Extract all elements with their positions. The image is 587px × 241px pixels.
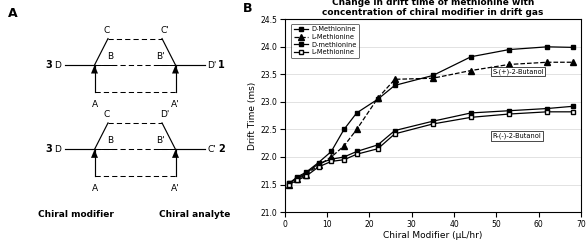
L-Methionine [569,110,576,113]
X-axis label: Chiral Modifier (μL/hr): Chiral Modifier (μL/hr) [383,232,483,241]
D-methionine [392,129,399,132]
L-Methionine [544,61,551,64]
Text: Chiral modifier: Chiral modifier [38,210,113,219]
D-methionine [430,120,437,123]
Text: C: C [103,26,110,35]
D-Methionine [544,45,551,48]
Text: B: B [107,136,113,145]
D-Methionine [430,74,437,77]
Text: C: C [103,110,110,119]
D-Methionine [505,48,512,51]
D-Methionine [294,175,301,178]
Line: D-Methionine: D-Methionine [287,45,575,186]
L-Methionine [285,183,292,186]
Text: D': D' [207,60,217,70]
Line: L-Methionine: L-Methionine [286,60,575,187]
Text: B: B [243,2,252,15]
Text: R-(-)-2-Butanol: R-(-)-2-Butanol [492,133,541,139]
Text: 1: 1 [218,60,225,70]
Text: A: A [92,184,97,193]
D-Methionine [569,46,576,49]
D-Methionine [353,112,360,114]
Text: A: A [92,100,97,109]
Text: D: D [55,145,62,154]
Text: A': A' [171,100,180,109]
Text: B': B' [157,136,165,145]
L-Methionine [328,155,335,158]
L-Methionine [328,160,335,163]
L-Methionine [285,183,292,186]
D-methionine [505,109,512,112]
L-Methionine [294,179,301,181]
Text: B': B' [157,52,165,61]
D-Methionine [392,84,399,87]
D-methionine [315,162,322,165]
L-Methionine [375,97,382,100]
D-Methionine [285,182,292,185]
Polygon shape [91,149,98,158]
D-Methionine [328,150,335,153]
Line: L-Methionine: L-Methionine [287,110,575,187]
D-Methionine [315,161,322,164]
L-Methionine [340,145,348,147]
L-Methionine [302,175,309,178]
D-methionine [353,150,360,153]
L-Methionine [294,178,301,181]
D-methionine [294,176,301,179]
L-Methionine [353,128,360,131]
L-Methionine [392,132,399,135]
D-methionine [340,155,348,158]
D-methionine [328,158,335,161]
L-Methionine [505,63,512,66]
D-methionine [375,143,382,146]
D-methionine [569,105,576,108]
D-methionine [467,112,474,114]
D-Methionine [302,171,309,174]
Legend: D-Methionine, L-Methionine, D-methionine, L-Methionine: D-Methionine, L-Methionine, D-methionine… [291,24,359,58]
Polygon shape [91,65,98,74]
Text: Chiral analyte: Chiral analyte [158,210,230,219]
L-Methionine [430,77,437,80]
Text: C': C' [160,26,169,35]
Y-axis label: Drift Time (ms): Drift Time (ms) [248,81,258,150]
Polygon shape [172,65,179,74]
Title: Change in drift time of methionine with
concentration of chiral modifier in drif: Change in drift time of methionine with … [322,0,544,17]
Text: A': A' [171,184,180,193]
Text: B: B [107,52,113,61]
L-Methionine [467,116,474,119]
L-Methionine [353,153,360,156]
D-methionine [302,172,309,175]
Text: 3: 3 [45,144,52,154]
L-Methionine [315,166,322,168]
D-Methionine [375,98,382,100]
Line: D-methionine: D-methionine [287,104,575,186]
Text: D': D' [160,110,170,119]
Text: D: D [55,60,62,70]
D-methionine [285,182,292,185]
D-Methionine [340,128,348,131]
L-Methionine [302,173,309,176]
Polygon shape [172,149,179,158]
L-Methionine [392,78,399,81]
Text: S-(+)-2-Butanol: S-(+)-2-Butanol [492,68,544,75]
L-Methionine [505,113,512,115]
L-Methionine [375,147,382,150]
L-Methionine [430,122,437,125]
D-Methionine [467,55,474,58]
L-Methionine [544,110,551,113]
L-Methionine [315,164,322,167]
L-Methionine [340,158,348,161]
D-methionine [544,107,551,110]
L-Methionine [467,69,474,72]
Text: 2: 2 [218,144,225,154]
Text: C': C' [208,145,217,154]
Text: A: A [8,7,18,20]
L-Methionine [569,61,576,64]
Text: 3: 3 [45,60,52,70]
